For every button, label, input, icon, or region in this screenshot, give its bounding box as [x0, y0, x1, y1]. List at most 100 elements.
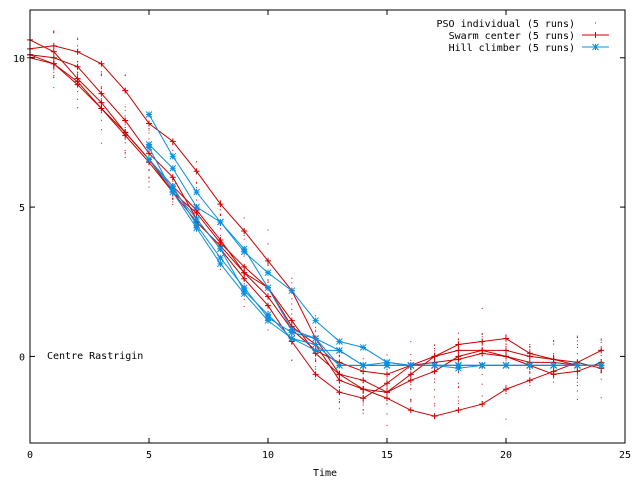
pso-particle-point	[481, 383, 483, 385]
hill-climber-point	[264, 317, 272, 324]
swarm-center-point	[526, 353, 533, 360]
pso-particle-point	[219, 200, 221, 202]
pso-particle-point	[410, 388, 412, 390]
pso-particle-point	[481, 344, 483, 346]
pso-particle-point	[338, 386, 340, 388]
pso-particle-point	[100, 119, 102, 121]
pso-particle-point	[243, 238, 245, 240]
pso-particle-point	[457, 386, 459, 388]
pso-particle-point	[481, 373, 483, 375]
pso-particle-point	[148, 169, 150, 171]
pso-particle-point	[434, 389, 436, 391]
pso-particle-point	[481, 395, 483, 397]
pso-particle-point	[243, 306, 245, 308]
pso-particle-point	[315, 366, 317, 368]
pso-particle-point	[77, 37, 79, 39]
pso-particle-point	[362, 392, 364, 394]
pso-particle-point	[386, 388, 388, 390]
pso-particle-point	[100, 142, 102, 144]
pso-particle-point	[386, 403, 388, 405]
pso-particle-point	[457, 338, 459, 340]
pso-particle-point	[148, 181, 150, 183]
pso-particle-point	[338, 356, 340, 358]
pso-particle-point	[148, 177, 150, 179]
pso-particle-point	[553, 353, 555, 355]
swarm-center-point	[217, 236, 224, 243]
swarm-center-point	[122, 132, 129, 139]
swarm-center-point	[169, 138, 176, 145]
pso-particle-point	[291, 309, 293, 311]
hill-climber-point	[336, 338, 343, 345]
pso-particle-point	[172, 144, 174, 146]
legend-label: PSO individual (5 runs)	[437, 19, 575, 30]
pso-particle-point	[219, 214, 221, 216]
pso-particle-point	[505, 360, 507, 362]
swarm-center-point	[74, 78, 81, 85]
pso-particle-point	[124, 74, 126, 76]
hill-climber-point	[359, 344, 367, 351]
swarm-center-point	[503, 353, 509, 360]
pso-particle-point	[553, 355, 555, 357]
pso-particle-point	[410, 400, 412, 402]
pso-particle-point	[77, 98, 79, 100]
hill-climber-point	[264, 284, 272, 292]
hill-climber-point	[217, 218, 224, 226]
pso-particle-point	[457, 371, 459, 373]
pso-particle-point	[481, 333, 483, 335]
pso-particle-point	[529, 349, 531, 351]
hill-climber-point	[526, 362, 534, 369]
pso-particle-point	[219, 234, 221, 236]
x-axis-label: Time	[313, 468, 337, 479]
hill-climber-line-2	[148, 144, 602, 366]
pso-particle-point	[315, 329, 317, 331]
swarm-center-point	[193, 168, 200, 175]
hill-climber-point	[240, 284, 248, 292]
pso-particle-point	[267, 229, 269, 231]
hill-climber-point	[312, 341, 319, 348]
pso-particle-point	[53, 68, 55, 70]
pso-particle-point	[338, 370, 340, 372]
x-tick-label: 15	[381, 450, 393, 461]
pso-particle-point	[219, 268, 221, 270]
pso-particle-point	[576, 374, 578, 376]
swarm-center-point	[431, 413, 438, 420]
pso-particle-point	[434, 378, 436, 380]
pso-particle-point	[457, 339, 459, 341]
hill-climber-point	[169, 188, 177, 196]
pso-particle-point	[553, 377, 555, 379]
pso-particle-point	[267, 279, 269, 281]
pso-particle-point	[124, 115, 126, 117]
annotation-centre-rastrigin: Centre Rastrigin	[47, 351, 143, 362]
pso-particle-point	[529, 372, 531, 374]
pso-particle-point	[338, 386, 340, 388]
swarm-center-point	[384, 380, 390, 387]
swarm-center-point	[360, 386, 367, 393]
legend-label: Swarm center (5 runs)	[449, 31, 575, 42]
pso-particle-point	[315, 359, 317, 361]
pso-particle-point	[53, 74, 55, 76]
pso-particle-point	[53, 67, 55, 69]
pso-particle-point	[315, 368, 317, 370]
swarm-center-point	[479, 338, 486, 345]
pso-particle-point	[148, 176, 150, 178]
hill-climber-point	[312, 317, 319, 324]
pso-particle-point	[434, 350, 436, 352]
pso-particle-point	[124, 142, 126, 144]
pso-particle-point	[410, 369, 412, 371]
hill-climber-point	[145, 155, 153, 163]
pso-particle-point	[219, 213, 221, 215]
swarm-center-point	[526, 377, 533, 384]
swarm-center-point	[503, 386, 509, 393]
pso-particle-point	[576, 335, 578, 337]
hill-climber-point	[264, 269, 272, 277]
pso-particle-point	[553, 339, 555, 341]
pso-particle-point	[100, 98, 102, 100]
pso-particle-point	[600, 341, 602, 343]
pso-particle-point	[100, 73, 102, 75]
hill-climber-line-5	[148, 147, 602, 366]
swarm-center-line-4	[29, 57, 602, 375]
y-tick-label: 5	[19, 203, 25, 214]
legend: PSO individual (5 runs)Swarm center (5 r…	[437, 19, 609, 54]
pso-particle-point	[576, 398, 578, 400]
